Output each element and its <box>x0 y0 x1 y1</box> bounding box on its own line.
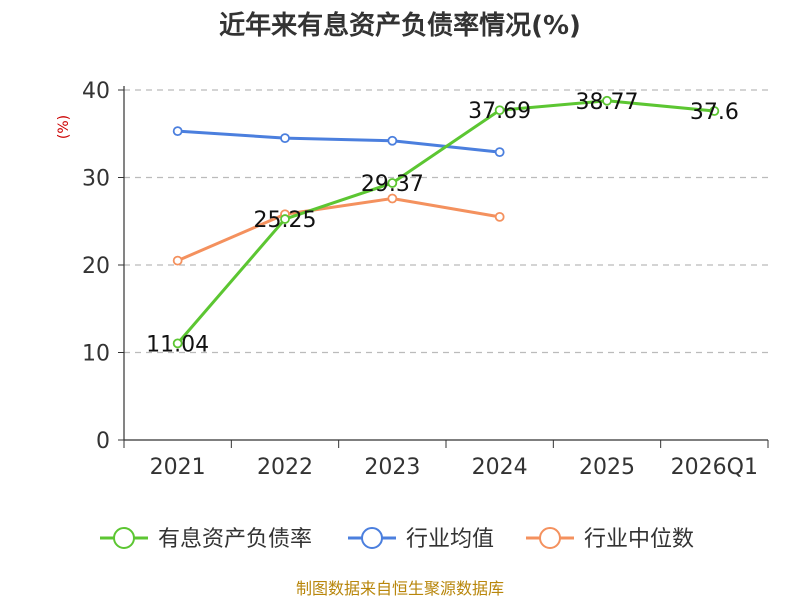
data-point <box>602 95 612 106</box>
axes <box>123 86 768 441</box>
chart-title: 近年来有息资产负债率情况(%) <box>219 10 581 41</box>
y-tick-label: 40 <box>82 79 110 104</box>
data-point <box>709 106 720 116</box>
legend-label: 行业均值 <box>406 527 494 552</box>
legend-marker <box>539 527 561 549</box>
x-tick-label: 2026Q1 <box>671 455 758 480</box>
y-axis-ticks: 0 10 20 30 40 <box>82 79 124 454</box>
data-label: 38.77 <box>576 90 639 115</box>
data-point <box>387 193 398 204</box>
data-point <box>280 214 290 224</box>
data-label: 37.6 <box>690 100 739 125</box>
data-point <box>494 211 505 222</box>
data-point <box>172 255 183 266</box>
x-tick-label: 2024 <box>472 455 528 480</box>
y-tick-label: 10 <box>82 342 110 367</box>
data-label: 29.37 <box>361 172 424 197</box>
y-axis-label: (%) <box>56 115 72 139</box>
x-tick-label: 2022 <box>257 455 313 480</box>
legend-label: 行业中位数 <box>584 527 694 552</box>
legend: 有息资产负债率 行业均值 行业中位数 <box>100 527 694 552</box>
data-point <box>494 105 505 116</box>
legend-label: 有息资产负债率 <box>158 527 312 552</box>
data-point <box>387 178 398 188</box>
data-point <box>494 147 505 158</box>
source-note: 制图数据来自恒生聚源数据库 <box>296 579 504 598</box>
data-label: 11.04 <box>146 332 209 357</box>
data-point <box>172 126 183 137</box>
series-line-2 <box>177 197 500 263</box>
series-lines <box>172 95 720 349</box>
gridlines <box>124 89 768 354</box>
data-point <box>387 135 398 146</box>
y-tick-label: 0 <box>96 429 110 454</box>
data-point <box>172 338 183 349</box>
x-tick-label: 2023 <box>364 455 420 480</box>
y-tick-label: 30 <box>82 167 110 192</box>
x-axis-ticks: 2021 2022 2023 2024 2025 2026Q1 <box>123 440 769 480</box>
legend-marker <box>113 527 135 549</box>
data-point <box>280 133 290 144</box>
y-tick-label: 20 <box>82 254 110 279</box>
legend-marker <box>361 527 383 549</box>
data-label: 25.25 <box>254 208 317 233</box>
series-line-0 <box>176 99 715 345</box>
data-label: 37.69 <box>468 99 531 124</box>
x-tick-label: 2021 <box>150 455 206 480</box>
x-tick-label: 2025 <box>579 455 635 480</box>
data-labels: 11.04 25.25 29.37 37.69 38.77 37.6 <box>146 90 739 358</box>
